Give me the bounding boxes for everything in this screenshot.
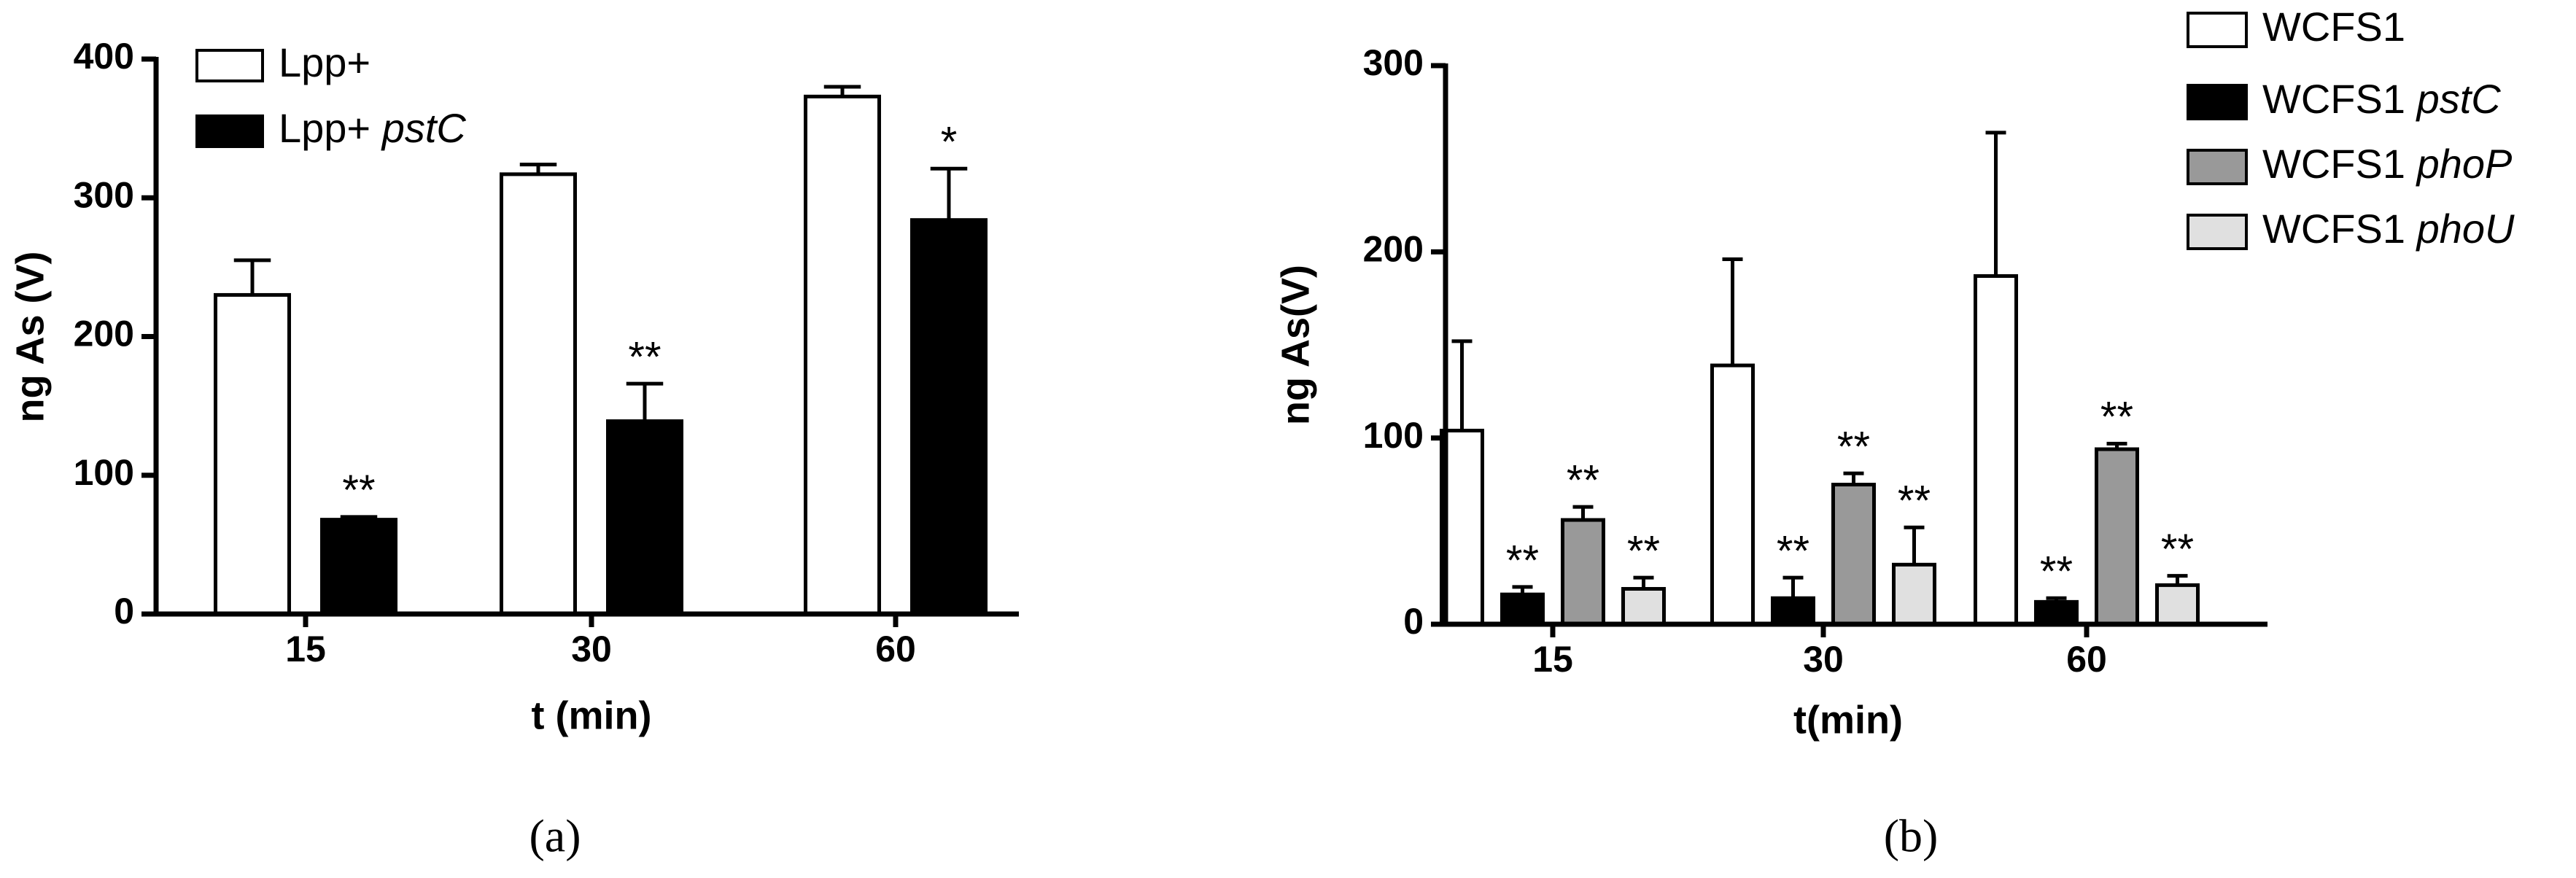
legend-label: Lpp+: [279, 39, 371, 85]
y-axis-title: ng As(V): [1273, 265, 1317, 425]
error-bar: [1843, 471, 1864, 485]
y-tick-label: 100: [74, 452, 134, 493]
bar: [2155, 583, 2200, 626]
bar: [1892, 562, 1936, 626]
bar: [320, 518, 397, 616]
bar: [2095, 447, 2139, 626]
x-axis-title: t (min): [532, 694, 652, 737]
legend-label: WCFS1 phoP: [2262, 141, 2512, 187]
significance-label: *: [941, 119, 958, 166]
legend-swatch: [2187, 214, 2248, 250]
legend-swatch: [2187, 84, 2248, 120]
bar: [1561, 518, 1605, 626]
significance-label: **: [1837, 424, 1870, 471]
legend-swatch: [2187, 149, 2248, 185]
bar: [2034, 599, 2079, 626]
panel: 0 100 200 300 WCFS1 ** ** ** WCFS1 pstC ** ** ** WCF…: [1273, 4, 2515, 862]
panel-label: (b): [1884, 810, 1939, 862]
y-tick-label: 200: [74, 314, 134, 354]
significance-label: **: [2100, 394, 2133, 441]
panel-label: (a): [529, 810, 581, 862]
error-bar: [1904, 525, 1925, 565]
y-axis-title: ng As (V): [8, 252, 52, 423]
legend-label: WCFS1 pstC: [2262, 76, 2501, 122]
error-bar: [1985, 131, 2006, 276]
x-tick-label: 15: [1532, 639, 1573, 680]
x-tick-label: 60: [875, 629, 916, 669]
significance-label: **: [2161, 526, 2194, 573]
legend-swatch: [195, 49, 264, 82]
significance-label: **: [342, 467, 375, 514]
significance-label: **: [628, 334, 661, 381]
legend-label: Lpp+ pstC: [279, 105, 466, 151]
significance-label: **: [1898, 478, 1931, 525]
bar: [1771, 596, 1815, 626]
error-bar: [1722, 257, 1743, 366]
y-tick-label: 100: [1363, 415, 1424, 456]
legend-swatch: [195, 114, 264, 148]
error-bar: [1633, 575, 1654, 589]
bar: [1831, 483, 1876, 626]
y-tick-label: 200: [1363, 229, 1424, 270]
significance-label: **: [1506, 537, 1539, 584]
y-tick-label: 0: [114, 591, 134, 632]
error-bar: [626, 381, 664, 421]
x-tick-label: 30: [571, 629, 612, 669]
legend-label: WCFS1 phoU: [2262, 206, 2515, 252]
y-tick-label: 0: [1403, 601, 1424, 642]
x-tick-label: 60: [2066, 639, 2107, 680]
x-tick-label: 30: [1803, 639, 1844, 680]
error-bar: [930, 166, 968, 220]
bar: [804, 94, 881, 616]
legend-swatch: [2187, 12, 2248, 48]
bar: [214, 292, 291, 616]
bar: [500, 172, 577, 616]
bar: [606, 419, 683, 616]
bar: [1621, 586, 1666, 626]
legend-label: WCFS1: [2262, 4, 2405, 50]
bar: [1500, 592, 1545, 626]
significance-label: **: [2040, 548, 2073, 596]
error-bar: [1782, 575, 1804, 599]
y-tick-label: 300: [1363, 42, 1424, 83]
x-tick-label: 15: [285, 629, 326, 669]
error-bar: [1572, 505, 1594, 521]
significance-label: **: [1567, 457, 1599, 504]
bar: [1974, 274, 2018, 626]
bar: [1710, 363, 1755, 626]
x-axis-title: t(min): [1793, 698, 1903, 742]
error-bar: [233, 258, 271, 295]
significance-label: **: [1777, 527, 1809, 575]
y-tick-label: 400: [74, 36, 134, 77]
bar: [1440, 428, 1484, 626]
y-tick-label: 300: [74, 174, 134, 215]
bar: [910, 218, 988, 616]
error-bar: [1451, 339, 1473, 431]
significance-label: **: [1627, 527, 1660, 575]
